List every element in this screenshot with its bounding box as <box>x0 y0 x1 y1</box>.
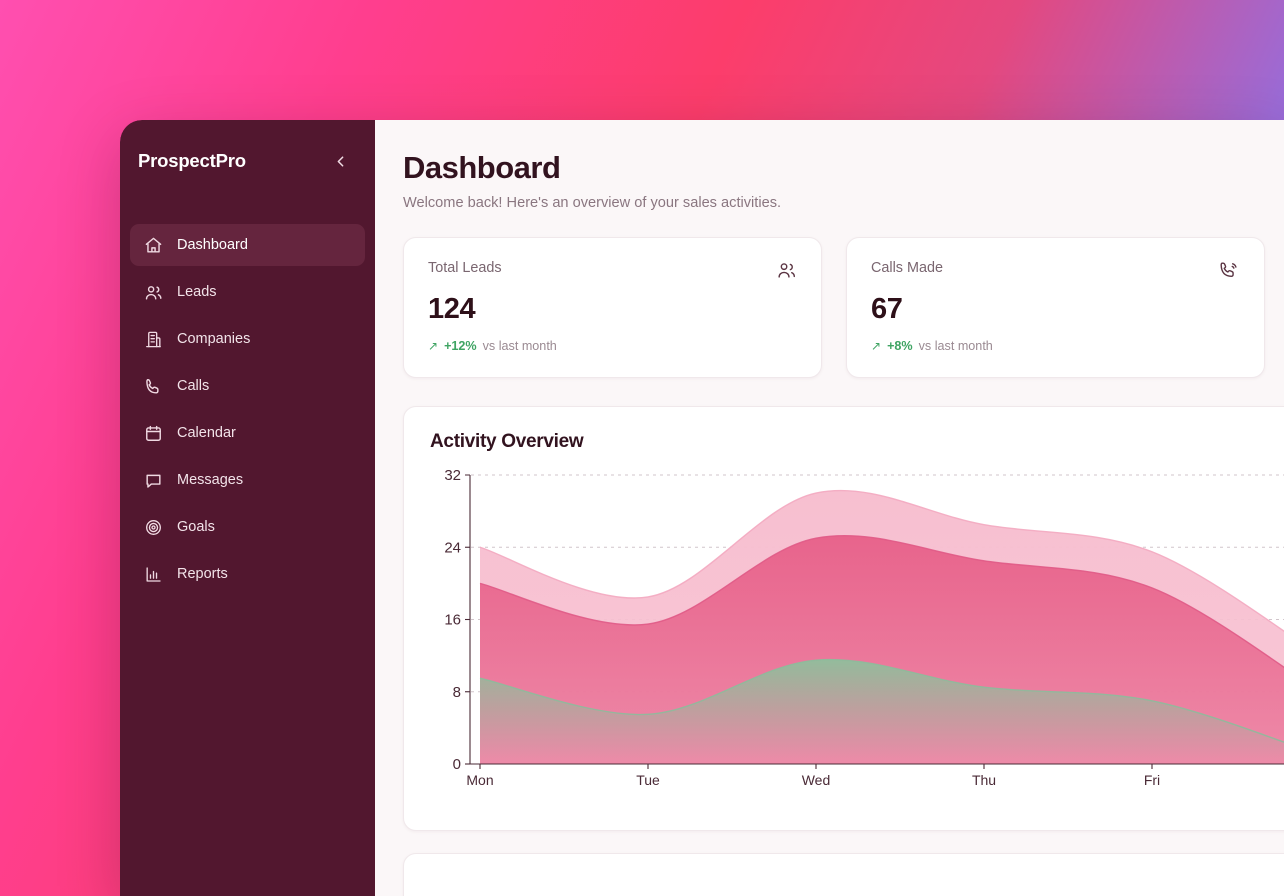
sidebar-item-label: Dashboard <box>177 236 248 253</box>
stat-delta: ↗ +8% vs last month <box>871 339 1240 353</box>
x-axis-tick-label: Tue <box>636 772 660 788</box>
chevron-left-icon[interactable] <box>327 148 353 174</box>
stat-card-calls-made: Calls Made 67 ↗ +8% vs last month <box>846 236 1265 378</box>
x-axis-tick-label: Thu <box>972 772 996 788</box>
sidebar-item-label: Reports <box>177 565 228 582</box>
page-subtitle: Welcome back! Here's an overview of your… <box>403 194 782 211</box>
message-icon <box>144 471 163 490</box>
phone-call-icon <box>1218 260 1240 282</box>
sidebar-item-calendar[interactable]: Calendar <box>130 412 365 454</box>
stat-delta-value: +8% <box>887 338 913 353</box>
x-axis-tick-label: Wed <box>802 772 831 788</box>
sidebar-item-messages[interactable]: Messages <box>130 459 365 501</box>
building-icon <box>144 330 163 349</box>
stat-value: 67 <box>871 292 903 325</box>
activity-area-chart[interactable]: 08162432MonTueWedThuFriSat <box>430 469 1284 814</box>
sidebar-header: ProspectPro <box>120 120 375 202</box>
sidebar: ProspectPro Dashboard Leads <box>120 120 375 896</box>
sidebar-item-dashboard[interactable]: Dashboard <box>130 224 365 266</box>
stat-delta-note: vs last month <box>482 338 557 353</box>
x-axis-tick-label: Mon <box>466 772 493 788</box>
stat-delta-value: +12% <box>444 338 477 353</box>
activity-overview-card: Activity Overview 0 8 16 24 32 Mon Tue Wed Thu Fr… <box>403 405 1284 831</box>
trend-up-icon: ↗ <box>871 338 882 353</box>
page-title: Dashboard <box>403 150 561 185</box>
sidebar-item-leads[interactable]: Leads <box>130 271 365 313</box>
stat-cards-row: Total Leads 124 ↗ +12% vs last month Cal… <box>403 236 1284 378</box>
y-axis-tick-label: 0 <box>453 756 461 773</box>
app-window: ProspectPro Dashboard Leads <box>120 120 1284 896</box>
brand-name: ProspectPro <box>138 150 246 171</box>
secondary-card <box>403 852 1284 896</box>
users-icon <box>775 260 797 282</box>
x-axis-tick-label: Fri <box>1144 772 1160 788</box>
chart-title: Activity Overview <box>430 430 584 452</box>
sidebar-item-label: Calls <box>177 377 210 394</box>
stat-card-header: Total Leads <box>428 260 797 282</box>
y-axis-tick-label: 8 <box>453 683 461 700</box>
stat-delta: ↗ +12% vs last month <box>428 339 797 353</box>
stat-value: 124 <box>428 292 476 325</box>
sidebar-item-calls[interactable]: Calls <box>130 365 365 407</box>
stat-card-header: Calls Made <box>871 260 1240 282</box>
calendar-icon <box>144 424 163 443</box>
users-icon <box>144 283 163 302</box>
sidebar-item-label: Messages <box>177 471 244 488</box>
target-icon <box>144 518 163 537</box>
phone-icon <box>144 377 163 396</box>
bar-chart-icon <box>144 565 163 584</box>
y-axis-tick-label: 16 <box>444 611 461 628</box>
sidebar-item-label: Calendar <box>177 424 236 441</box>
stat-label: Calls Made <box>871 259 943 276</box>
sidebar-nav: Dashboard Leads Companies Calls <box>120 202 375 595</box>
sidebar-item-goals[interactable]: Goals <box>130 506 365 548</box>
stat-delta-note: vs last month <box>918 338 993 353</box>
sidebar-item-companies[interactable]: Companies <box>130 318 365 360</box>
sidebar-item-label: Leads <box>177 283 217 300</box>
sidebar-item-label: Goals <box>177 518 215 535</box>
stat-label: Total Leads <box>428 259 502 276</box>
home-icon <box>144 236 163 255</box>
y-axis-tick-label: 24 <box>444 539 461 556</box>
main-content: Dashboard Welcome back! Here's an overvi… <box>375 120 1284 896</box>
trend-up-icon: ↗ <box>428 338 439 353</box>
stat-card-total-leads: Total Leads 124 ↗ +12% vs last month <box>403 236 822 378</box>
sidebar-item-label: Companies <box>177 330 251 347</box>
sidebar-item-reports[interactable]: Reports <box>130 553 365 595</box>
y-axis-tick-label: 32 <box>444 469 461 484</box>
